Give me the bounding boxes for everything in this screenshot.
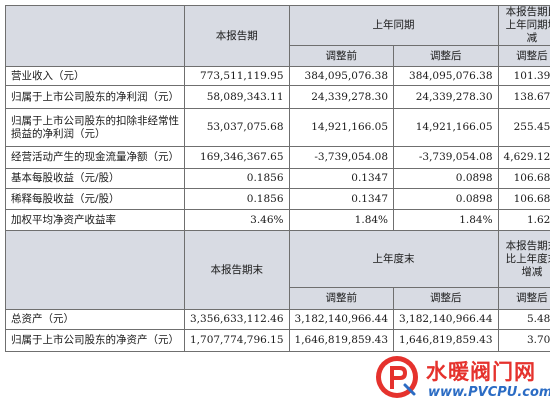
cell-before: -3,739,054.08 xyxy=(288,146,395,169)
header2-after-adjustment: 调整后 xyxy=(393,287,499,310)
cell-after: 3,182,140,966.44 xyxy=(393,309,499,330)
header-change-adjusted: 调整后 xyxy=(497,45,550,67)
row-label: 归属于上市公司股东的扣除非经常性损益的净利润（元） xyxy=(5,108,185,147)
cell-current: 3,356,633,112.46 xyxy=(184,309,290,330)
cell-after: -3,739,054.08 xyxy=(393,146,499,169)
cell-change: 5.48% xyxy=(497,309,550,330)
row-label: 稀释每股收益（元/股） xyxy=(5,188,185,210)
header-row-2: 调整前 调整后 调整后 xyxy=(6,45,550,67)
row-label: 加权平均净资产收益率 xyxy=(5,209,185,231)
header2-change-adjusted: 调整后 xyxy=(497,287,550,310)
table-row: 经营活动产生的现金流量净额（元） 169,346,367.65 -3,739,0… xyxy=(5,146,550,169)
header2-blank-cell xyxy=(5,230,185,310)
cell-change: 138.67% xyxy=(497,85,550,109)
row-label: 营业收入（元） xyxy=(5,66,185,86)
table-row: 总资产（元） 3,356,633,112.46 3,182,140,966.44… xyxy=(5,309,550,330)
row-label: 经营活动产生的现金流量净额（元） xyxy=(5,146,185,169)
cell-change: 4,629.12% xyxy=(497,146,550,169)
header-blank-cell xyxy=(5,5,185,67)
header-after-adjustment: 调整后 xyxy=(393,45,499,67)
header2-before-adjustment: 调整前 xyxy=(288,287,395,310)
row-label: 基本每股收益（元/股） xyxy=(5,168,185,189)
cell-after: 1.84% xyxy=(393,209,499,231)
cell-current: 169,346,367.65 xyxy=(184,146,290,169)
cell-after: 14,921,166.05 xyxy=(393,108,499,147)
header-before-adjustment: 调整前 xyxy=(288,45,395,67)
cell-before: 384,095,076.38 xyxy=(288,66,395,86)
watermark-text: 水暖阀门网 xyxy=(426,360,536,384)
cell-before: 0.1347 xyxy=(288,188,395,210)
header2-last-year-end: 上年度末 xyxy=(288,230,499,288)
row-label: 归属于上市公司股东的净资产（元） xyxy=(5,329,185,352)
cell-after: 1,646,819,859.43 xyxy=(393,329,499,352)
table-row: 营业收入（元） 773,511,119.95 384,095,076.38 38… xyxy=(5,66,550,86)
cell-change: 106.68% xyxy=(497,188,550,210)
cell-before: 3,182,140,966.44 xyxy=(288,309,395,330)
cell-current: 773,511,119.95 xyxy=(184,66,290,86)
cell-change: 106.68% xyxy=(497,168,550,189)
header-last-year-same-period: 上年同期 xyxy=(288,5,499,46)
header-current-period: 本报告期 xyxy=(184,5,290,67)
pvcpu-logo-icon xyxy=(376,356,418,398)
cell-change: 1.62% xyxy=(497,209,550,231)
cell-before: 14,921,166.05 xyxy=(288,108,395,147)
cell-before: 24,339,278.30 xyxy=(288,85,395,109)
header-yoy-change: 本报告期比上年同期增减 xyxy=(497,5,550,46)
cell-after: 384,095,076.38 xyxy=(393,66,499,86)
cell-after: 24,339,278.30 xyxy=(393,85,499,109)
row-label: 归属于上市公司股东的净利润（元） xyxy=(5,85,185,109)
cell-before: 1.84% xyxy=(288,209,395,231)
table-row: 归属于上市公司股东的净利润（元） 58,089,343.11 24,339,27… xyxy=(5,85,550,109)
cell-after: 0.0898 xyxy=(393,188,499,210)
table-row: 基本每股收益（元/股） 0.1856 0.1347 0.0898 106.68% xyxy=(5,168,550,189)
cell-change: 101.39% xyxy=(497,66,550,86)
watermark-logo: 水暖阀门网 www.PVCPU.com xyxy=(362,352,550,410)
cell-after: 0.0898 xyxy=(393,168,499,189)
cell-change: 3.70% xyxy=(497,329,550,352)
cell-before: 0.1347 xyxy=(288,168,395,189)
financial-table: 本报告期 上年同期 本报告期比上年同期增减 调整前 调整后 调整后 营业收入（元… xyxy=(5,5,550,352)
table-row: 归属于上市公司股东的净资产（元） 1,707,774,796.15 1,646,… xyxy=(5,329,550,352)
header2-period-end: 本报告期末 xyxy=(184,230,290,310)
table-row: 稀释每股收益（元/股） 0.1856 0.1347 0.0898 106.68% xyxy=(5,188,550,210)
cell-current: 3.46% xyxy=(184,209,290,231)
header-row-1: 本报告期 上年同期 本报告期比上年同期增减 xyxy=(5,5,550,67)
cell-current: 53,037,075.68 xyxy=(184,108,290,147)
table-row: 归属于上市公司股东的扣除非经常性损益的净利润（元） 53,037,075.68 … xyxy=(5,108,550,147)
row-label: 总资产（元） xyxy=(5,309,185,330)
header2-change: 本报告期末比上年度末增减 xyxy=(497,230,550,288)
header2-row-1: 本报告期末 上年度末 本报告期末比上年度末增减 xyxy=(5,230,550,310)
cell-current: 0.1856 xyxy=(184,168,290,189)
header2-row-2: 调整前 调整后 调整后 xyxy=(6,287,550,310)
cell-change: 255.45% xyxy=(497,108,550,147)
cell-current: 58,089,343.11 xyxy=(184,85,290,109)
cell-before: 1,646,819,859.43 xyxy=(288,329,395,352)
watermark-url: www.PVCPU.com xyxy=(428,385,550,400)
cell-current: 0.1856 xyxy=(184,188,290,210)
cell-current: 1,707,774,796.15 xyxy=(184,329,290,352)
table-row: 加权平均净资产收益率 3.46% 1.84% 1.84% 1.62% xyxy=(5,209,550,231)
